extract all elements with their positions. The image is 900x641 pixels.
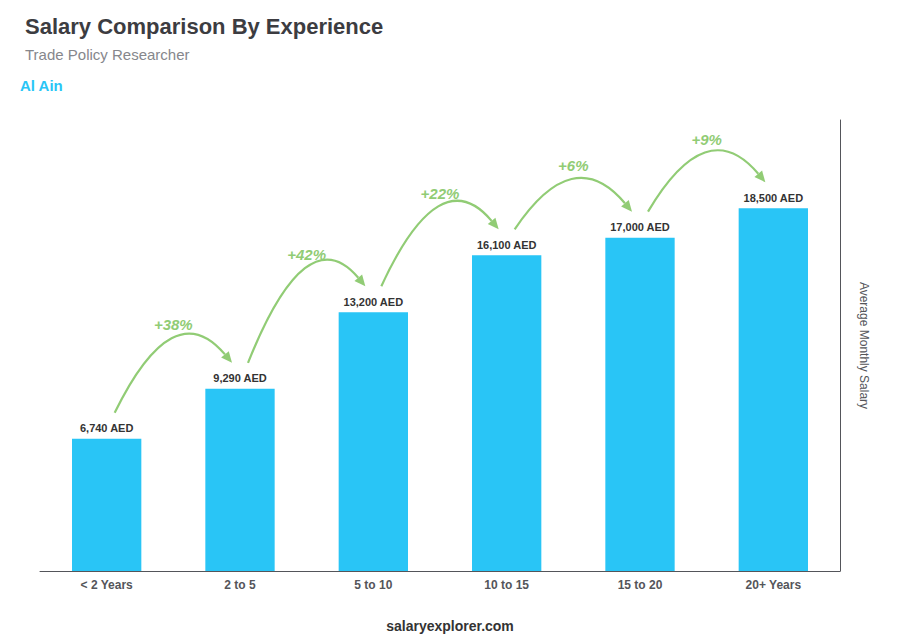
svg-text:Salary Comparison By Experienc: Salary Comparison By Experience xyxy=(25,14,383,39)
svg-text:Al Ain: Al Ain xyxy=(20,77,63,94)
svg-text:5 to 10: 5 to 10 xyxy=(354,578,392,592)
svg-text:2 to 5: 2 to 5 xyxy=(224,578,256,592)
svg-text:20+ Years: 20+ Years xyxy=(746,578,802,592)
svg-text:+22%: +22% xyxy=(421,185,460,202)
svg-text:9,290 AED: 9,290 AED xyxy=(213,372,266,384)
svg-text:< 2 Years: < 2 Years xyxy=(81,578,133,592)
svg-text:salaryexplorer.com: salaryexplorer.com xyxy=(386,618,514,634)
svg-text:10 to 15: 10 to 15 xyxy=(484,578,529,592)
svg-text:18,500 AED: 18,500 AED xyxy=(744,192,804,204)
svg-text:+38%: +38% xyxy=(154,316,193,333)
svg-text:Trade Policy Researcher: Trade Policy Researcher xyxy=(25,46,190,63)
svg-text:+9%: +9% xyxy=(691,131,721,148)
svg-text:16,100 AED: 16,100 AED xyxy=(477,239,537,251)
svg-text:+42%: +42% xyxy=(287,246,326,263)
svg-text:Average Monthly Salary: Average Monthly Salary xyxy=(857,282,871,409)
svg-text:13,200 AED: 13,200 AED xyxy=(344,296,404,308)
svg-text:+6%: +6% xyxy=(558,157,588,174)
svg-text:17,000 AED: 17,000 AED xyxy=(610,221,670,233)
svg-text:6,740 AED: 6,740 AED xyxy=(80,422,133,434)
svg-text:15 to 20: 15 to 20 xyxy=(618,578,663,592)
